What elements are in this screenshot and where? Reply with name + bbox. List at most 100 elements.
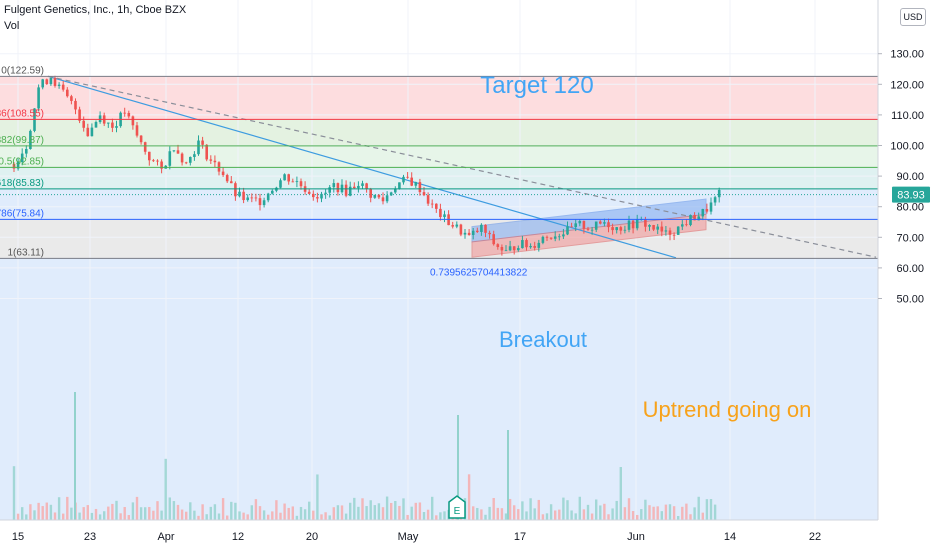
candle-body — [180, 153, 184, 163]
candle-body — [492, 234, 495, 245]
candle-body — [586, 228, 590, 230]
volume-bar — [672, 506, 676, 520]
volume-bar — [70, 507, 73, 520]
volume-bar — [373, 505, 376, 520]
volume-bar — [705, 499, 709, 520]
fibonacci-labels: 0(122.59) .236(108.55) .382(99.87) 0.5(92.8… — [0, 65, 528, 278]
candle-body — [115, 126, 118, 128]
x-tick-label: Jun — [627, 531, 645, 543]
candle-body — [508, 246, 512, 251]
candle-body — [234, 183, 237, 197]
volume-bar — [656, 506, 659, 520]
volume-bar — [189, 502, 192, 520]
candle-body — [160, 161, 163, 169]
candle-body — [422, 192, 426, 196]
volume-bar — [185, 511, 188, 520]
volume-bar — [201, 504, 204, 520]
candle-body — [652, 225, 655, 230]
volume-bar — [365, 506, 368, 520]
volume-bar — [652, 506, 655, 520]
candle-body — [500, 247, 504, 251]
volume-bar — [644, 499, 647, 520]
fib-level-label: 1(63.11) — [7, 247, 44, 258]
time-axis: 15 23 Apr 12 20 May 17 Jun 14 22 — [0, 519, 932, 550]
x-tick-label: 12 — [232, 531, 244, 543]
candle-body — [332, 183, 336, 188]
volume-bar — [713, 504, 717, 520]
volume-bar — [664, 504, 668, 520]
volume-bar — [164, 458, 167, 520]
volume-bar — [12, 466, 16, 520]
volume-bar — [431, 496, 434, 520]
candle-body — [451, 225, 454, 227]
volume-bar — [472, 506, 475, 520]
volume-bar — [541, 514, 545, 520]
candle-body — [545, 236, 549, 238]
volume-bar — [435, 515, 438, 520]
volume-bar — [312, 510, 315, 520]
candle-body — [697, 216, 700, 221]
fib-band — [0, 258, 878, 520]
y-tick-label: 80.00 — [896, 202, 924, 214]
volume-bar — [152, 510, 155, 520]
volume-bar — [418, 502, 422, 520]
chart-annotations: Target 120 Breakout Uptrend going on E — [448, 72, 811, 519]
volume-bar — [308, 501, 311, 520]
volume-bar — [180, 509, 184, 520]
volume-bar — [238, 511, 241, 520]
volume-bar — [242, 512, 245, 520]
last-price-label: 83.93 — [897, 190, 925, 202]
candle-body — [627, 220, 631, 230]
volume-bar — [234, 502, 237, 520]
volume-bar — [21, 507, 24, 520]
volume-bar — [107, 506, 110, 520]
candle-body — [172, 150, 176, 152]
volume-bar — [344, 513, 348, 520]
volume-bar — [205, 514, 208, 520]
volume-bar — [90, 512, 94, 520]
volume-bar — [197, 515, 200, 520]
candle-body — [123, 112, 126, 114]
volume-bar — [709, 499, 713, 520]
volume-bar — [103, 511, 106, 520]
volume-bar — [385, 496, 389, 520]
candle-body — [266, 193, 270, 201]
candle-body — [394, 188, 397, 193]
volume-bar — [398, 505, 401, 520]
volume-bar — [513, 505, 516, 520]
candle-body — [361, 183, 364, 186]
volume-bar — [615, 500, 618, 520]
volume-bar — [377, 503, 381, 520]
volume-bar — [508, 498, 512, 520]
candle-body — [230, 181, 233, 184]
candle-body — [689, 214, 692, 226]
candle-body — [644, 219, 647, 227]
candle-body — [713, 197, 717, 203]
volume-bar — [406, 514, 409, 520]
volume-bar — [361, 498, 364, 520]
candle-body — [209, 159, 213, 161]
volume-bar — [697, 496, 700, 520]
volume-bar — [685, 503, 688, 520]
volume-bar — [119, 513, 122, 520]
volume-bar — [492, 497, 495, 520]
candle-body — [717, 189, 721, 198]
volume-bar — [324, 512, 327, 520]
candle-body — [672, 234, 676, 236]
candle-body — [271, 190, 274, 194]
volume-bar — [267, 514, 270, 520]
volume-bar — [295, 515, 299, 520]
candle-body — [168, 151, 172, 166]
volume-bar — [336, 505, 340, 520]
volume-bar — [369, 500, 372, 520]
volume-bar — [213, 504, 217, 520]
fib-level-label: .382(99.87) — [0, 135, 44, 146]
candle-body — [693, 214, 696, 221]
currency-button[interactable]: USD — [900, 8, 926, 26]
candle-body — [533, 246, 536, 248]
candle-body — [709, 202, 713, 212]
candle-body — [312, 193, 315, 198]
volume-bar — [250, 505, 253, 520]
volume-bar — [66, 496, 69, 520]
